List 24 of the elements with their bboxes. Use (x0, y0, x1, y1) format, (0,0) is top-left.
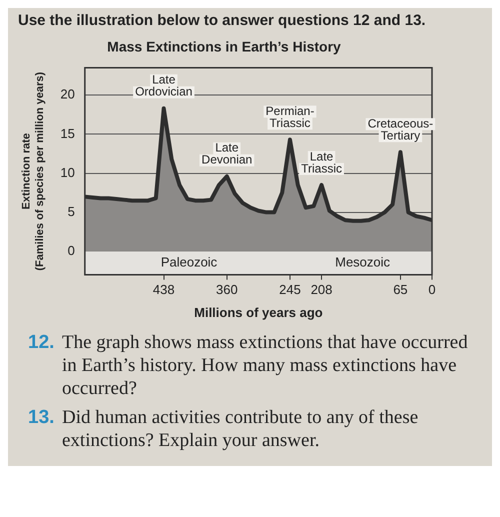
x-tick-label: 208 (310, 282, 332, 298)
annotation: Mesozoic (335, 254, 391, 270)
annotation: Paleozoic (160, 254, 218, 270)
x-axis-title: Millions of years ago (194, 304, 323, 320)
y-tick-label: 10 (60, 164, 75, 180)
x-tick-label: 245 (279, 282, 301, 298)
text: Use the illustration below to answer questions 12 and 13. (17, 11, 427, 31)
annotation: Late Triassic (301, 149, 342, 176)
text: 12. The graph shows mass extinctions that have occurred in Earth’s history. How many mass extinctions have occurred? (28, 331, 469, 400)
x-tick-label: 438 (152, 282, 175, 298)
y-tick-label: 20 (60, 86, 75, 102)
y-tick-label: 5 (68, 204, 75, 219)
text: 13. Did human activities contribute to any of these extinctions? Explain your answer. (28, 406, 420, 452)
x-tick-label: 360 (216, 282, 238, 298)
annotation: Cretaceous-Tertiary (368, 116, 434, 142)
annotation: Late Devonian (202, 140, 252, 167)
x-tick-label: 0 (428, 282, 436, 298)
annotation: Late Ordovician (135, 72, 192, 99)
annotation: Permian-Triassic (266, 104, 314, 130)
chart-title: Mass Extinctions in Earth’s History (107, 38, 342, 54)
y-tick-label: 0 (68, 242, 75, 258)
y-tick-label: 15 (60, 126, 75, 141)
y-axis-title: Extinction rate (Families of species per million years) (20, 72, 46, 271)
x-tick-label: 65 (393, 282, 408, 298)
